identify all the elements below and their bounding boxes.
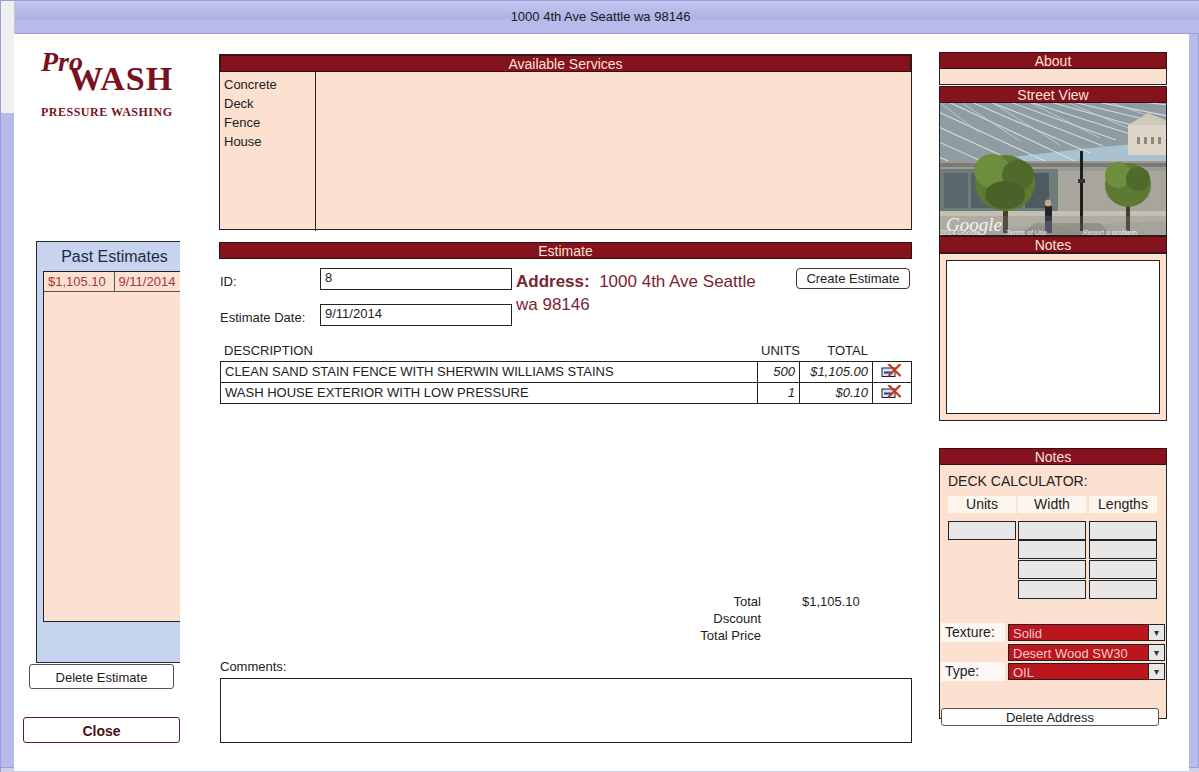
- svg-text:Terms of Use: Terms of Use: [1006, 229, 1047, 236]
- svg-text:2014 Google: 2014 Google: [940, 229, 980, 236]
- svg-text:Report a problem: Report a problem: [1083, 229, 1137, 236]
